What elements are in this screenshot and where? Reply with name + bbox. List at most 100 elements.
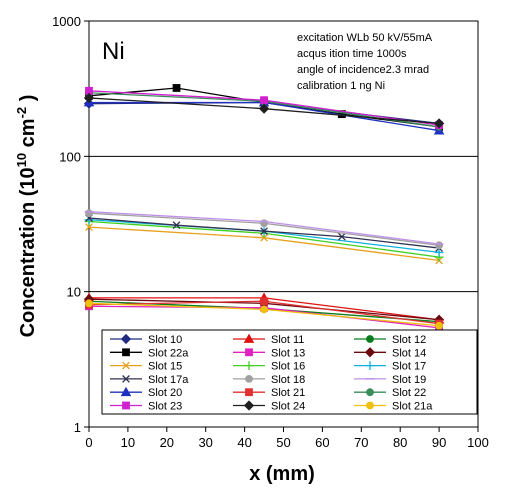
legend-label: Slot 12: [392, 334, 426, 346]
legend: [101, 329, 478, 415]
legend-swatch-marker: [122, 361, 130, 370]
legend-swatch-marker: [120, 333, 132, 345]
legend-item: Slot 21a: [354, 401, 433, 413]
legend-item: Slot 22: [354, 387, 426, 399]
legend-item: Slot 21: [233, 387, 305, 399]
legend-swatch-marker: [245, 375, 253, 383]
legend-swatch-marker: [245, 348, 253, 357]
legend-item: Slot 11: [233, 333, 304, 346]
legend-label: Slot 20: [148, 387, 182, 399]
annotation-line: calibration 1 ng Ni: [297, 80, 385, 92]
x-tick-label: 10: [121, 435, 135, 450]
y-axis-label-exp1: 10: [14, 153, 29, 167]
data-point: [85, 223, 93, 231]
legend-item: Slot 20: [110, 386, 182, 399]
legend-item: Slot 19: [354, 374, 426, 386]
legend-swatch-marker: [122, 401, 130, 410]
annotation-line: excitation WLb 50 kV/55mA: [297, 32, 433, 44]
x-tick-label: 0: [85, 435, 92, 450]
legend-swatch-marker: [365, 361, 375, 370]
svg-text:Concentration (1010 cm-2 ): Concentration (1010 cm-2 ): [14, 95, 39, 338]
data-point: [83, 92, 95, 104]
element-label: Ni: [102, 38, 125, 65]
legend-label: Slot 21: [271, 387, 305, 399]
data-point: [337, 232, 346, 241]
legend-label: Slot 17a: [148, 374, 189, 386]
legend-label: Slot 14: [392, 347, 426, 359]
y-axis-label-suffix: ): [17, 95, 39, 107]
data-point: [172, 221, 181, 230]
legend-label: Slot 19: [392, 374, 426, 386]
x-tick-label: 100: [467, 435, 489, 450]
x-tick-label: 60: [315, 435, 329, 450]
legend-item: Slot 17: [354, 361, 426, 373]
series-slot-19: [84, 210, 444, 245]
legend-swatch-marker: [120, 386, 132, 397]
legend-label: Slot 13: [271, 347, 305, 359]
legend-item: Slot 15: [110, 361, 182, 373]
x-tick-label: 20: [160, 435, 174, 450]
legend-swatch-marker: [245, 388, 253, 397]
x-tick-label: 30: [198, 435, 212, 450]
legend-label: Slot 17: [392, 361, 426, 373]
legend-item: Slot 24: [233, 400, 305, 413]
annotation-line: angle of incidence2.3 mrad: [297, 64, 429, 76]
legend-swatch-marker: [122, 348, 130, 357]
legend-swatch-marker: [122, 375, 130, 383]
y-axis-label-mid: cm: [17, 118, 39, 152]
data-point: [260, 305, 268, 314]
data-point: [172, 84, 181, 92]
data-point: [435, 241, 444, 250]
legend-item: Slot 22a: [110, 347, 189, 359]
x-tick-label: 70: [354, 435, 368, 450]
legend-swatch-marker: [243, 333, 255, 343]
legend-item: Slot 18: [233, 374, 305, 386]
legend-label: Slot 10: [148, 334, 182, 346]
legend-item: Slot 14: [354, 347, 426, 359]
legend-swatch-marker: [243, 400, 255, 411]
legend-label: Slot 22a: [148, 347, 189, 359]
legend-swatch-marker: [366, 335, 374, 343]
legend-label: Slot 15: [148, 361, 182, 373]
legend-item: Slot 17a: [110, 374, 189, 386]
legend-label: Slot 24: [271, 401, 305, 413]
data-point: [260, 227, 268, 236]
data-point: [435, 321, 444, 330]
y-tick-label: 10: [67, 285, 81, 300]
data-point: [260, 233, 268, 242]
legend-swatch-marker: [366, 401, 374, 410]
x-tick-label: 90: [432, 435, 446, 450]
data-point: [260, 297, 268, 306]
legend-swatch-marker: [364, 347, 376, 358]
legend-item: Slot 10: [110, 333, 182, 346]
x-tick-label: 40: [237, 435, 251, 450]
data-point: [258, 103, 270, 114]
x-axis-label: x (mm): [249, 463, 315, 485]
annotation-line: acqus ition time 1000s: [297, 48, 407, 60]
legend-item: Slot 12: [354, 334, 426, 346]
series-slot-15: [85, 223, 443, 265]
legend-label: Slot 18: [271, 374, 305, 386]
series-slot-24: [83, 92, 445, 129]
legend-label: Slot 11: [271, 334, 304, 346]
series-slot-21a: [85, 299, 444, 330]
legend-label: Slot 21a: [392, 401, 433, 413]
legend-swatch-marker: [366, 388, 374, 397]
y-tick-label: 1000: [52, 14, 81, 29]
data-point: [85, 209, 93, 218]
legend-item: Slot 16: [233, 361, 305, 373]
data-point: [434, 248, 444, 257]
data-point: [433, 118, 445, 129]
y-tick-label: 100: [59, 149, 81, 164]
legend-label: Slot 16: [271, 361, 305, 373]
legend-label: Slot 23: [148, 401, 182, 413]
y-tick-label: 1: [74, 420, 81, 435]
legend-swatch-marker: [244, 361, 254, 370]
x-tick-label: 80: [393, 435, 407, 450]
y-axis-label-exp2: -2: [14, 107, 29, 119]
y-axis-label: Concentration (1010 cm-2 ): [14, 95, 39, 338]
legend-item: Slot 23: [110, 401, 182, 413]
data-point: [260, 96, 268, 105]
